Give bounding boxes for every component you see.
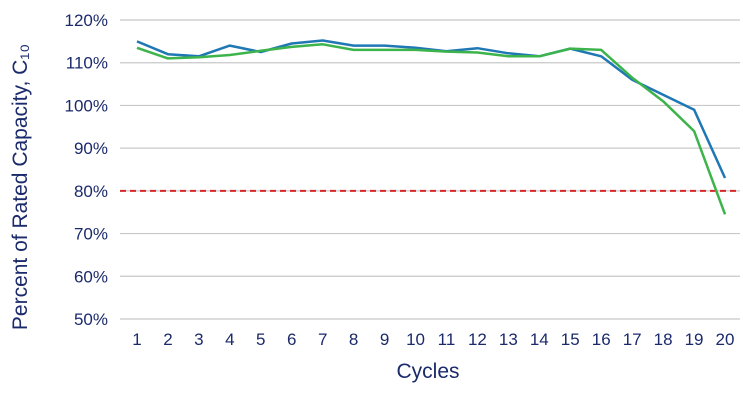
- x-tick-label: 6: [287, 330, 296, 349]
- x-tick-label: 8: [349, 330, 358, 349]
- x-tick-label: 19: [685, 330, 704, 349]
- x-tick-label: 20: [716, 330, 735, 349]
- x-tick-label: 13: [499, 330, 518, 349]
- series-lines: [136, 39, 727, 215]
- y-tick-label: 110%: [66, 54, 108, 73]
- x-tick-label: 14: [530, 330, 549, 349]
- x-tick-label: 5: [256, 330, 265, 349]
- x-tick-label: 1: [132, 330, 141, 349]
- y-tick-label: 80%: [74, 182, 108, 201]
- x-tick-label: 17: [623, 330, 642, 349]
- y-tick-label: 100%: [65, 96, 108, 115]
- y-tick-label: 70%: [74, 225, 108, 244]
- y-tick-label: 60%: [74, 267, 108, 286]
- y-tick-labels: 50% 60% 70% 80% 90% 100% 110% 120%: [65, 11, 108, 329]
- x-axis-title: Cycles: [396, 360, 459, 383]
- x-tick-label: 16: [592, 330, 611, 349]
- x-tick-label: 2: [163, 330, 172, 349]
- x-tick-label: 7: [318, 330, 327, 349]
- x-tick-label: 9: [380, 330, 389, 349]
- y-axis-title: Percent of Rated Capacity, C₁₀: [9, 44, 32, 330]
- x-tick-label: 12: [468, 330, 487, 349]
- gridlines: [120, 19, 740, 320]
- y-tick-label: 50%: [74, 310, 108, 329]
- x-tick-label: 4: [225, 330, 234, 349]
- x-tick-label: 3: [194, 330, 203, 349]
- series-line-2: [136, 43, 727, 215]
- x-tick-label: 11: [438, 330, 456, 349]
- x-tick-label: 10: [406, 330, 425, 349]
- x-tick-labels: 1 2 3 4 5 6 7 8 9 10 11 12 13 14 15 16 17 18 19 20: [132, 330, 734, 349]
- y-tick-label: 90%: [74, 139, 108, 158]
- y-tick-label: 120%: [65, 11, 108, 30]
- x-tick-label: 18: [654, 330, 673, 349]
- x-tick-label: 15: [561, 330, 580, 349]
- series-line-1: [136, 39, 727, 179]
